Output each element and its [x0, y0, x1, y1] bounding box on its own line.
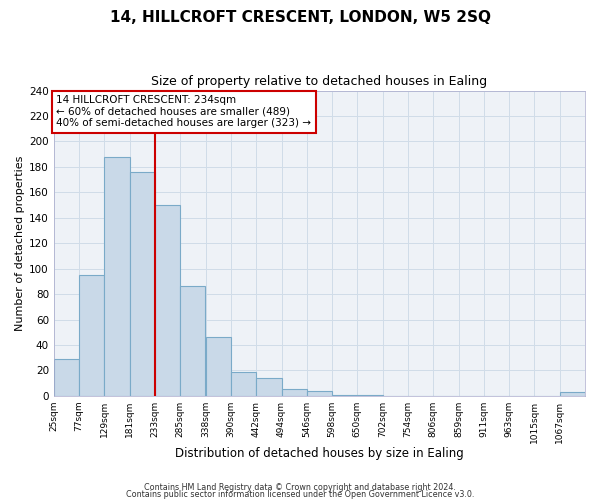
Bar	[104, 156, 130, 396]
Title: Size of property relative to detached houses in Ealing: Size of property relative to detached ho…	[151, 75, 487, 88]
Bar	[332, 394, 357, 396]
Text: 14 HILLCROFT CRESCENT: 234sqm
← 60% of detached houses are smaller (489)
40% of : 14 HILLCROFT CRESCENT: 234sqm ← 60% of d…	[56, 95, 311, 128]
Bar	[281, 390, 307, 396]
X-axis label: Distribution of detached houses by size in Ealing: Distribution of detached houses by size …	[175, 447, 464, 460]
Bar	[79, 275, 104, 396]
Bar	[180, 286, 205, 396]
Text: Contains HM Land Registry data © Crown copyright and database right 2024.: Contains HM Land Registry data © Crown c…	[144, 484, 456, 492]
Y-axis label: Number of detached properties: Number of detached properties	[15, 156, 25, 331]
Bar	[357, 394, 383, 396]
Text: 14, HILLCROFT CRESCENT, LONDON, W5 2SQ: 14, HILLCROFT CRESCENT, LONDON, W5 2SQ	[110, 10, 491, 25]
Bar	[206, 338, 231, 396]
Bar	[155, 205, 180, 396]
Bar	[130, 172, 155, 396]
Bar	[560, 392, 585, 396]
Bar	[54, 359, 79, 396]
Text: Contains public sector information licensed under the Open Government Licence v3: Contains public sector information licen…	[126, 490, 474, 499]
Bar	[256, 378, 281, 396]
Bar	[231, 372, 256, 396]
Bar	[307, 391, 332, 396]
